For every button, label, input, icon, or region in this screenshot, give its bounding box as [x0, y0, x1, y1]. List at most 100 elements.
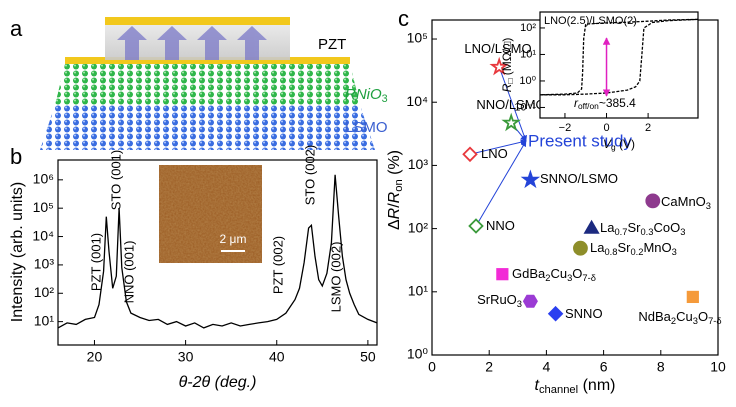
point-label: La0.7Sr0.3CoO3 [600, 220, 685, 237]
plot-frame [57, 159, 378, 346]
data-point [468, 218, 484, 234]
panel-label: b [10, 144, 22, 169]
axis-label: roff/on~385.4 [574, 96, 636, 111]
label-part: R [386, 191, 403, 203]
y-tick-label: 10² [34, 284, 55, 300]
label-part: off/on [578, 101, 599, 111]
peak-label: NNO (001) [121, 241, 136, 304]
label-part: g [611, 142, 616, 152]
axis-label: R□ (MΩ/□) [500, 38, 515, 93]
y-tick-label: 10⁵ [407, 30, 428, 46]
x-tick-label: 4 [543, 358, 551, 374]
label-part: channel [539, 384, 578, 396]
afm-texture [159, 165, 262, 263]
x-tick-label: 30 [178, 348, 194, 364]
peak-label: LSMO (002) [328, 242, 343, 313]
label-part: (%) [386, 150, 403, 179]
data-point [547, 305, 564, 322]
label-part: r [574, 96, 579, 110]
label-part: ~385.4 [599, 96, 636, 110]
x-tick-label: 8 [657, 358, 665, 374]
x-tick-label: 50 [360, 348, 376, 364]
x-tick-label: 2 [645, 122, 651, 134]
data-point [496, 268, 509, 281]
plot-frame [539, 11, 699, 119]
y-tick-label: 10⁶ [33, 171, 54, 187]
point-label: NNO [486, 218, 515, 233]
label-part: R [500, 83, 514, 92]
data-point [686, 290, 699, 304]
point-label: SNNO/LSMO [540, 171, 618, 186]
point-label: SrRuO3 [477, 292, 522, 309]
peak-label: PZT (001) [88, 233, 103, 291]
label-part: t [535, 377, 540, 394]
data-point [462, 146, 478, 163]
data-point [501, 112, 522, 132]
peak-label: STO (001) [108, 150, 123, 210]
x-axis-label: θ-2θ (deg.) [179, 374, 257, 391]
label-part: □ [505, 79, 515, 84]
panel-label: a [10, 16, 23, 41]
lsmo-layer [40, 105, 375, 150]
layer-label: PZT [318, 36, 346, 53]
label-part: (nm) [578, 377, 615, 394]
point-label: GdBa2Cu3O7-δ [512, 266, 596, 283]
x-tick-label: 0 [428, 358, 436, 374]
layer-label: LSMO [345, 119, 388, 136]
y-tick-label: 10⁵ [33, 199, 54, 215]
layer-label: RNiO3 [345, 86, 388, 105]
label-part: (V) [616, 137, 635, 151]
peak-label: PZT (002) [270, 236, 285, 294]
axis-label: ΔR/Ron (%) [386, 150, 405, 230]
x-tick-label: −2 [559, 122, 572, 134]
x-tick-label: 6 [600, 358, 608, 374]
peak-label: STO (002) [302, 145, 317, 205]
polarization-arrows [117, 26, 267, 60]
point-label: LNO [481, 146, 508, 161]
y-axis-label: Intensity (arb. units) [9, 182, 26, 323]
x-tick-label: 20 [87, 348, 103, 364]
y-tick-label: 10¹ [520, 48, 536, 60]
arrow [475, 140, 527, 227]
y-tick-label: 10⁰ [407, 346, 429, 362]
data-point [489, 56, 509, 76]
point-label: NdBa2Cu3O7-δ [638, 309, 721, 326]
y-tick-label: 10⁴ [406, 93, 428, 109]
label-part: / [386, 203, 403, 208]
arrow [469, 139, 527, 155]
data-line [57, 174, 378, 329]
label-part: V [603, 137, 612, 151]
x-tick-label: 10 [710, 358, 726, 374]
data-point [573, 240, 588, 256]
y-tick-label: 10⁻¹ [514, 101, 536, 113]
point-label: CaMnO3 [661, 194, 711, 211]
y-tick-label: 10³ [408, 156, 429, 172]
data-point [583, 219, 600, 234]
axis-label: tchannel (nm) [535, 377, 616, 396]
label-part: (MΩ/□) [500, 38, 514, 79]
inset-title: LNO(2.5)/LSMO(2) [544, 15, 637, 27]
inset-bg [540, 12, 698, 118]
point-label: SNNO [565, 306, 603, 321]
data-line [539, 18, 699, 96]
label-part: on [393, 179, 405, 191]
x-tick-label: 2 [485, 358, 493, 374]
point-label: La0.8Sr0.2MnO3 [590, 240, 677, 257]
nickelate-layer [55, 64, 360, 105]
axis-label: Vg (V) [603, 137, 635, 152]
arrow [498, 66, 527, 142]
y-tick-label: 10² [408, 219, 429, 235]
label-part: R [386, 207, 403, 219]
top-electrode [105, 17, 290, 25]
y-tick-label: 10² [520, 22, 536, 34]
x-tick-label: 0 [603, 122, 609, 134]
data-line [540, 18, 699, 96]
panel-label: c [398, 6, 409, 31]
label-part: Δ [386, 219, 403, 230]
scale-bar-label: 2 μm [220, 232, 247, 246]
data-point [645, 193, 661, 209]
schematic: a PZT RNiO3 LSMO [10, 16, 388, 150]
point-label: LNO/LSMO [464, 41, 531, 56]
y-tick-label: 10⁴ [32, 227, 54, 243]
